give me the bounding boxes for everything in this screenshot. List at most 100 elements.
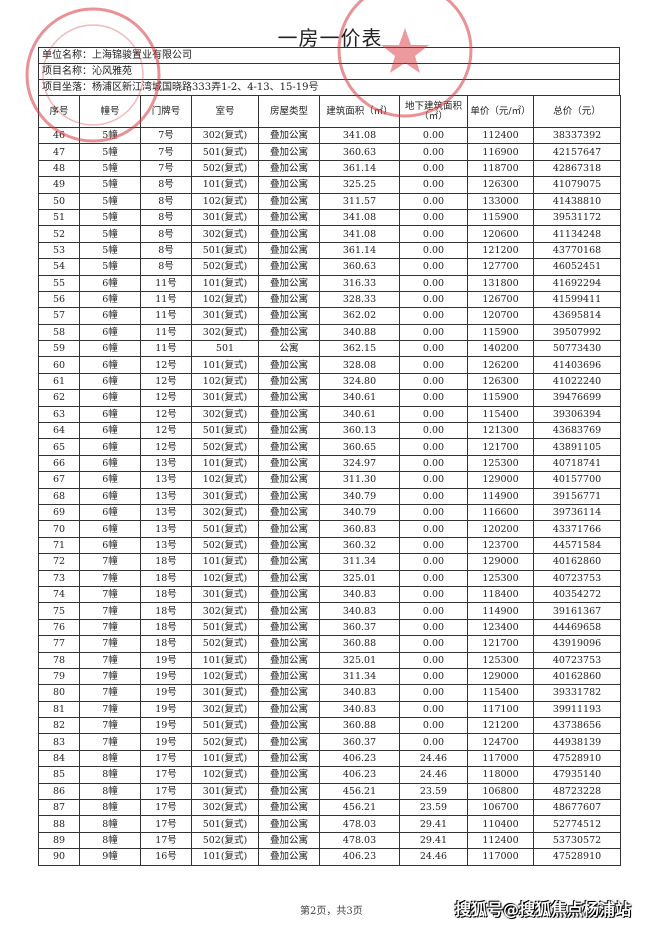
table-cell: 39161367 xyxy=(533,602,621,620)
table-cell: 41022240 xyxy=(533,372,621,391)
table-row: 63 6幢 12号 302(复式) 叠加公寓 340.61 0.00 115400 393063… xyxy=(38,405,621,424)
table-cell: 360.32 xyxy=(319,536,400,555)
table-cell: 6幢 xyxy=(79,438,141,456)
table-cell: 8幢 xyxy=(79,766,141,784)
table-cell: 24.46 xyxy=(399,749,468,768)
table-cell: 叠加公寓 xyxy=(258,799,320,817)
table-cell: 80 xyxy=(38,684,80,702)
table-cell: 116900 xyxy=(467,143,534,161)
table-cell: 0.00 xyxy=(399,520,468,538)
table-cell: 8号 xyxy=(140,241,192,260)
table-row: 64 6幢 12号 501(复式) 叠加公寓 360.13 0.00 121300 436837… xyxy=(38,422,621,440)
table-row: 81 7幢 19号 302(复式) 叠加公寓 340.83 0.00 117100 399111… xyxy=(38,700,621,719)
table-cell: 48677607 xyxy=(533,799,621,817)
table-cell: 340.83 xyxy=(319,602,400,620)
table-cell: 44571584 xyxy=(533,536,621,555)
table-cell: 6幢 xyxy=(79,536,141,555)
table-cell: 叠加公寓 xyxy=(258,602,320,620)
column-header: 室号 xyxy=(191,95,259,128)
table-cell: 501 xyxy=(191,340,259,358)
table-cell: 501(复式) xyxy=(191,815,259,833)
table-cell: 46 xyxy=(38,126,80,145)
table-cell: 361.14 xyxy=(319,159,400,178)
table-cell: 41079075 xyxy=(533,176,621,194)
table-cell: 12号 xyxy=(140,422,192,440)
table-cell: 5幢 xyxy=(79,225,141,243)
table-cell: 301(复式) xyxy=(191,684,259,702)
table-cell: 116600 xyxy=(467,503,534,522)
table-row: 46 5幢 7号 302(复式) 叠加公寓 341.08 0.00 112400 3833739… xyxy=(38,126,621,145)
table-cell: 0.00 xyxy=(399,487,468,505)
table-cell: 0.00 xyxy=(399,717,468,735)
table-cell: 117100 xyxy=(467,700,534,719)
table-cell: 7幢 xyxy=(79,684,141,702)
table-cell: 11号 xyxy=(140,274,192,292)
table-cell: 11号 xyxy=(140,340,192,358)
table-row: 67 6幢 13号 102(复式) 叠加公寓 311.30 0.00 129000 401577… xyxy=(38,471,621,489)
table-cell: 43695814 xyxy=(533,307,621,325)
table-cell: 叠加公寓 xyxy=(258,635,320,653)
table-cell: 0.00 xyxy=(399,684,468,702)
table-cell: 316.33 xyxy=(319,274,400,292)
table-cell: 43738656 xyxy=(533,717,621,735)
table-cell: 5幢 xyxy=(79,208,141,227)
table-cell: 340.88 xyxy=(319,323,400,342)
table-cell: 102(复式) xyxy=(191,766,259,784)
table-cell: 12号 xyxy=(140,372,192,391)
watermark: 搜狐号@搜狐焦点杨浦站 xyxy=(455,900,632,919)
table-cell: 48 xyxy=(38,159,80,178)
table-cell: 40162860 xyxy=(533,553,621,571)
table-cell: 7幢 xyxy=(79,553,141,571)
table-cell: 71 xyxy=(38,536,80,555)
table-cell: 115900 xyxy=(467,323,534,342)
table-row: 74 7幢 18号 301(复式) 叠加公寓 340.83 0.00 118400 403542… xyxy=(38,585,621,604)
column-header: 单价（元/㎡） xyxy=(467,95,534,128)
table-cell: 301(复式) xyxy=(191,585,259,604)
table-cell: 456.21 xyxy=(319,782,400,801)
table-cell: 16号 xyxy=(140,848,192,866)
table-cell: 39476699 xyxy=(533,389,621,407)
table-row: 78 7幢 19号 101(复式) 叠加公寓 325.01 0.00 125300 407237… xyxy=(38,651,621,669)
table-cell: 18号 xyxy=(140,618,192,637)
table-row: 60 6幢 12号 101(复式) 叠加公寓 328.08 0.00 126200 414036… xyxy=(38,356,621,374)
table-cell: 69 xyxy=(38,503,80,522)
table-cell: 39331782 xyxy=(533,684,621,702)
column-header: 门牌号 xyxy=(140,95,192,128)
table-header: 序号 幢号 门牌号 室号 房屋类型 建筑面积（㎡） 地下建筑面积（㎡） 单价（元/㎡） 总价（元… xyxy=(38,95,621,128)
table-cell: 0.00 xyxy=(399,372,468,391)
table-cell: 360.65 xyxy=(319,438,400,456)
table-cell: 叠加公寓 xyxy=(258,569,320,587)
table-cell: 7号 xyxy=(140,159,192,178)
table-cell: 58 xyxy=(38,323,80,342)
table-cell: 0.00 xyxy=(399,651,468,669)
table-cell: 341.08 xyxy=(319,208,400,227)
table-cell: 502(复式) xyxy=(191,635,259,653)
table-cell: 133000 xyxy=(467,192,534,210)
price-sheet: 单位名称：上海锦骏置业有限公司 项目名称：沁风雅苑 项目坐落：杨浦区新江湾城国晓… xyxy=(38,47,621,866)
table-cell: 叠加公寓 xyxy=(258,126,320,145)
table-cell: 叠加公寓 xyxy=(258,618,320,637)
table-cell: 101(复式) xyxy=(191,553,259,571)
table-cell: 6幢 xyxy=(79,389,141,407)
table-cell: 125300 xyxy=(467,651,534,669)
table-cell: 324.80 xyxy=(319,372,400,391)
table-cell: 8号 xyxy=(140,192,192,210)
table-cell: 24.46 xyxy=(399,848,468,866)
table-cell: 29.41 xyxy=(399,815,468,833)
table-cell: 101(复式) xyxy=(191,176,259,194)
table-row: 77 7幢 18号 502(复式) 叠加公寓 360.88 0.00 121700 439190… xyxy=(38,635,621,653)
table-cell: 301(复式) xyxy=(191,389,259,407)
table-cell: 360.88 xyxy=(319,635,400,653)
table-row: 86 8幢 17号 301(复式) 叠加公寓 456.21 23.59 106800 48723… xyxy=(38,782,621,801)
column-header: 幢号 xyxy=(79,95,141,128)
table-cell: 0.00 xyxy=(399,553,468,571)
table-cell: 6幢 xyxy=(79,323,141,342)
table-cell: 126300 xyxy=(467,372,534,391)
table-cell: 43770168 xyxy=(533,241,621,260)
column-header: 房屋类型 xyxy=(258,95,320,128)
table-cell: 115400 xyxy=(467,405,534,424)
table-cell: 118700 xyxy=(467,159,534,178)
table-cell: 0.00 xyxy=(399,225,468,243)
table-cell: 叠加公寓 xyxy=(258,454,320,473)
table-cell: 5幢 xyxy=(79,241,141,260)
